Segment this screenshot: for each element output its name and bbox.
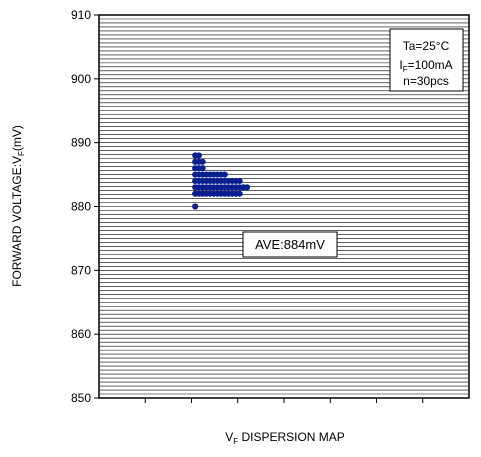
data-point xyxy=(195,152,202,159)
y-axis-ticks: 850 860 870 880 890 900 910 xyxy=(71,8,99,405)
y-axis-title-main: FORWARD VOLTAGE:V xyxy=(10,156,24,287)
conditions-current-rest: =100mA xyxy=(408,58,453,72)
y-tick-label: 900 xyxy=(71,72,91,86)
conditions-current-main: I xyxy=(399,58,402,72)
x-axis-title-sub: F xyxy=(233,437,238,446)
y-axis-title-sub: F xyxy=(17,151,26,156)
x-axis-ticks xyxy=(144,398,424,403)
conditions-box-frame xyxy=(389,28,464,92)
average-annotation: AVE:884mV xyxy=(242,231,338,258)
conditions-temp: Ta=25°C xyxy=(403,39,450,53)
average-label: AVE:884mV xyxy=(255,237,325,252)
x-axis-title: VF DISPERSION MAP xyxy=(225,430,345,446)
conditions-box: Ta=25°C IF=100mA n=30pcs xyxy=(389,28,464,92)
conditions-current-sub: F xyxy=(403,65,408,74)
average-box xyxy=(242,231,338,258)
y-tick-label: 890 xyxy=(71,136,91,150)
data-point xyxy=(236,177,243,185)
data-point xyxy=(199,165,206,172)
data-point xyxy=(236,190,243,197)
grid-lines xyxy=(99,18,469,395)
y-axis-title-rest: (mV) xyxy=(10,125,24,151)
y-tick-label: 910 xyxy=(71,8,91,22)
y-tick-label: 870 xyxy=(71,263,91,277)
x-axis-title-main: V xyxy=(225,430,233,444)
x-axis-title-rest: DISPERSION MAP xyxy=(238,430,345,444)
conditions-count: n=30pcs xyxy=(403,74,449,88)
data-point xyxy=(199,158,206,165)
data-point xyxy=(221,171,228,178)
data-point xyxy=(192,203,199,210)
y-tick-label: 850 xyxy=(71,391,91,405)
data-point xyxy=(243,184,251,191)
y-axis-title: FORWARD VOLTAGE:VF(mV) xyxy=(10,125,26,287)
data-points xyxy=(192,152,251,210)
y-tick-label: 860 xyxy=(71,327,91,341)
conditions-current: IF=100mA xyxy=(399,58,452,74)
y-tick-label: 880 xyxy=(71,200,91,214)
